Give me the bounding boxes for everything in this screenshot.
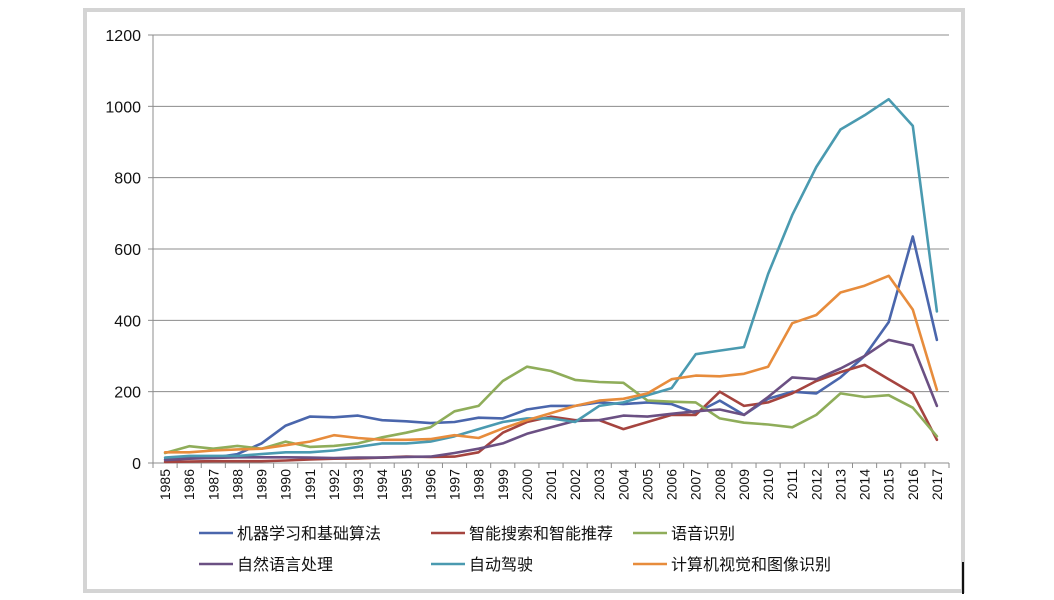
x-tick-label: 1996	[422, 469, 438, 500]
x-tick-label: 1987	[205, 469, 221, 500]
legend-label: 语音识别	[671, 524, 735, 543]
x-tick-label: 1993	[350, 469, 366, 500]
x-tick-label: 2010	[760, 469, 776, 500]
x-tick-label: 2012	[808, 469, 824, 500]
x-tick-label: 2001	[543, 469, 559, 500]
chart-frame: 0 200 400 600 800 1000 1200 1985 1986 1987 1988 19…	[83, 8, 965, 593]
y-tick-label: 400	[114, 313, 141, 330]
y-tick-label: 800	[114, 171, 141, 188]
y-tick-label: 200	[114, 385, 141, 402]
x-tick-label: 1989	[254, 469, 270, 500]
x-tick-label: 2006	[664, 469, 680, 500]
legend-label: 机器学习和基础算法	[237, 524, 381, 543]
text-cursor-bar	[962, 562, 964, 594]
legend-label: 自然语言处理	[237, 555, 333, 574]
legend-item: 计算机视觉和图像识别	[633, 555, 831, 574]
legend-item: 自动驾驶	[431, 555, 533, 574]
x-tick-label: 2015	[881, 469, 897, 500]
y-axis-ticks: 0 200 400 600 800 1000 1200	[105, 28, 153, 473]
legend-item: 机器学习和基础算法	[199, 524, 381, 543]
x-tick-label: 1985	[157, 469, 173, 500]
x-tick-label: 1999	[495, 469, 511, 500]
x-tick-label: 1997	[447, 469, 463, 500]
legend-item: 自然语言处理	[199, 555, 333, 574]
legend-label: 智能搜索和智能推荐	[469, 524, 613, 543]
x-tick-label: 1990	[278, 469, 294, 500]
y-tick-label: 0	[132, 456, 141, 473]
x-tick-label: 2003	[591, 469, 607, 500]
x-tick-label: 2000	[519, 469, 535, 500]
x-tick-label: 2009	[736, 469, 752, 500]
legend-label: 自动驾驶	[469, 555, 533, 574]
y-tick-label: 600	[114, 242, 141, 259]
x-tick-label: 2011	[784, 469, 800, 499]
x-axis: 1985 1986 1987 1988 1989 1990 1991 1992 1993 1994…	[152, 35, 950, 500]
x-tick-label: 2017	[929, 469, 945, 500]
series-line-6	[163, 274, 939, 454]
x-tick-label: 1998	[471, 469, 487, 500]
x-tick-label: 2016	[905, 469, 921, 500]
x-tick-label: 2004	[615, 469, 631, 500]
gridlines	[153, 34, 949, 393]
x-tick-label: 1994	[374, 469, 390, 500]
y-tick-label: 1200	[105, 28, 141, 45]
legend-item: 智能搜索和智能推荐	[431, 524, 613, 543]
x-tick-label: 2005	[639, 469, 655, 500]
x-tick-label: 2002	[567, 469, 583, 500]
series-line-2	[163, 363, 939, 464]
legend-label: 计算机视觉和图像识别	[671, 555, 831, 574]
series-line-4	[163, 338, 939, 462]
x-tick-label: 1988	[229, 469, 245, 500]
x-tick-label: 1986	[181, 469, 197, 500]
series-line-1	[163, 235, 939, 461]
series-line-5	[163, 97, 939, 459]
x-tick-label: 1992	[326, 469, 342, 500]
x-tick-label: 1995	[398, 469, 414, 500]
x-tick-label: 2007	[688, 469, 704, 500]
x-tick-label: 2013	[832, 469, 848, 500]
x-tick-label: 2008	[712, 469, 728, 500]
x-tick-label: 1991	[302, 469, 318, 500]
x-tick-label: 2014	[857, 469, 873, 500]
series-lines	[163, 97, 939, 464]
y-tick-label: 1000	[105, 99, 141, 116]
legend-item: 语音识别	[633, 524, 735, 543]
